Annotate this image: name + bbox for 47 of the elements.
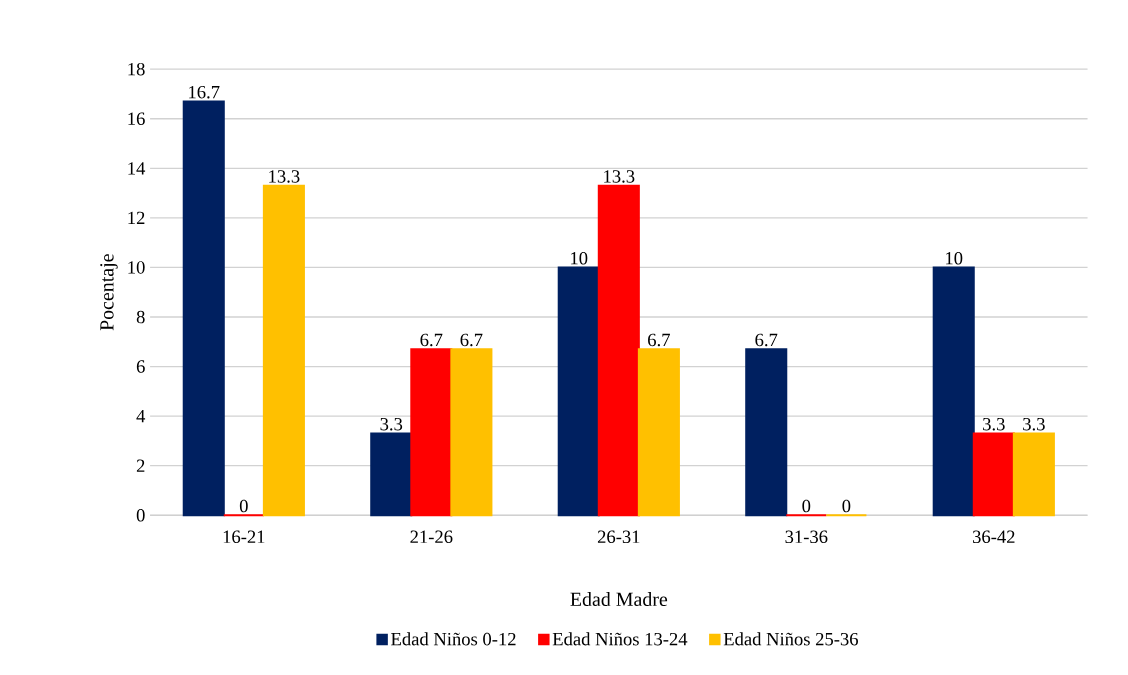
bar	[637, 348, 680, 517]
y-tick-label: 12	[128, 211, 145, 224]
bar	[450, 348, 493, 517]
data-label: 13.3	[604, 170, 635, 183]
y-tick-label: 10	[128, 261, 145, 274]
y-tick-label: 16	[128, 112, 145, 125]
data-label: 10	[571, 251, 588, 265]
bar	[932, 266, 975, 517]
x-tick-label: 26-31	[597, 530, 640, 543]
x-tick-label: 31-36	[785, 530, 828, 543]
legend-label: Edad Niños 25-36	[723, 632, 858, 646]
data-label: 0	[842, 499, 851, 513]
legend-label: Edad Niños 0-12	[391, 632, 516, 646]
y-tick-label: 14	[128, 162, 146, 175]
bar	[182, 100, 225, 517]
y-tick-label: 18	[128, 62, 145, 76]
y-tick-label: 4	[136, 409, 146, 423]
x-tick-label: 16-21	[223, 530, 265, 543]
data-label: 6.7	[420, 333, 443, 347]
data-label: 3.3	[983, 417, 1005, 431]
y-tick-label: 0	[136, 508, 145, 522]
data-label: 0	[239, 499, 248, 513]
bar	[262, 184, 305, 517]
bar	[597, 184, 640, 517]
x-axis-title: Edad Madre	[570, 591, 668, 606]
bar	[1012, 432, 1055, 517]
data-label: 6.7	[755, 333, 778, 347]
legend-label: Edad Niños 13-24	[552, 632, 688, 646]
y-tick-label: 8	[136, 310, 145, 324]
x-tick-label: 21-26	[410, 530, 453, 543]
data-label: 6.7	[648, 333, 670, 347]
data-label: 16.7	[189, 85, 220, 99]
y-tick-label: 2	[136, 459, 145, 472]
bar	[745, 348, 788, 517]
bar	[410, 348, 453, 517]
data-label: 13.3	[269, 170, 300, 183]
data-label: 3.3	[1023, 417, 1045, 431]
data-label: 10	[946, 251, 963, 265]
bar	[370, 432, 413, 517]
x-tick-label: 36-42	[973, 530, 1015, 543]
y-axis-title: Pocentaje	[100, 254, 118, 331]
bar	[557, 266, 600, 517]
y-tick-label: 6	[136, 360, 145, 373]
data-label: 3.3	[380, 417, 403, 431]
data-label: 0	[802, 499, 811, 513]
bar	[972, 432, 1015, 517]
data-label: 6.7	[460, 333, 483, 347]
